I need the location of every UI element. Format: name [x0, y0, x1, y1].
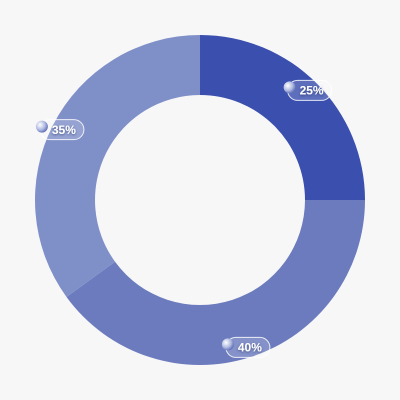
donut-segment [66, 200, 365, 365]
value-label-text: 25% [300, 84, 324, 98]
label-bead [221, 338, 234, 351]
value-label: 40% [221, 336, 271, 358]
donut-segment [200, 35, 365, 200]
value-label-text: 40% [238, 341, 262, 355]
label-bead [283, 81, 296, 94]
value-label: 35% [35, 119, 85, 141]
value-label-text: 35% [52, 123, 76, 137]
value-label: 25% [283, 79, 333, 101]
label-bead [35, 120, 48, 133]
donut-segment [35, 35, 200, 297]
